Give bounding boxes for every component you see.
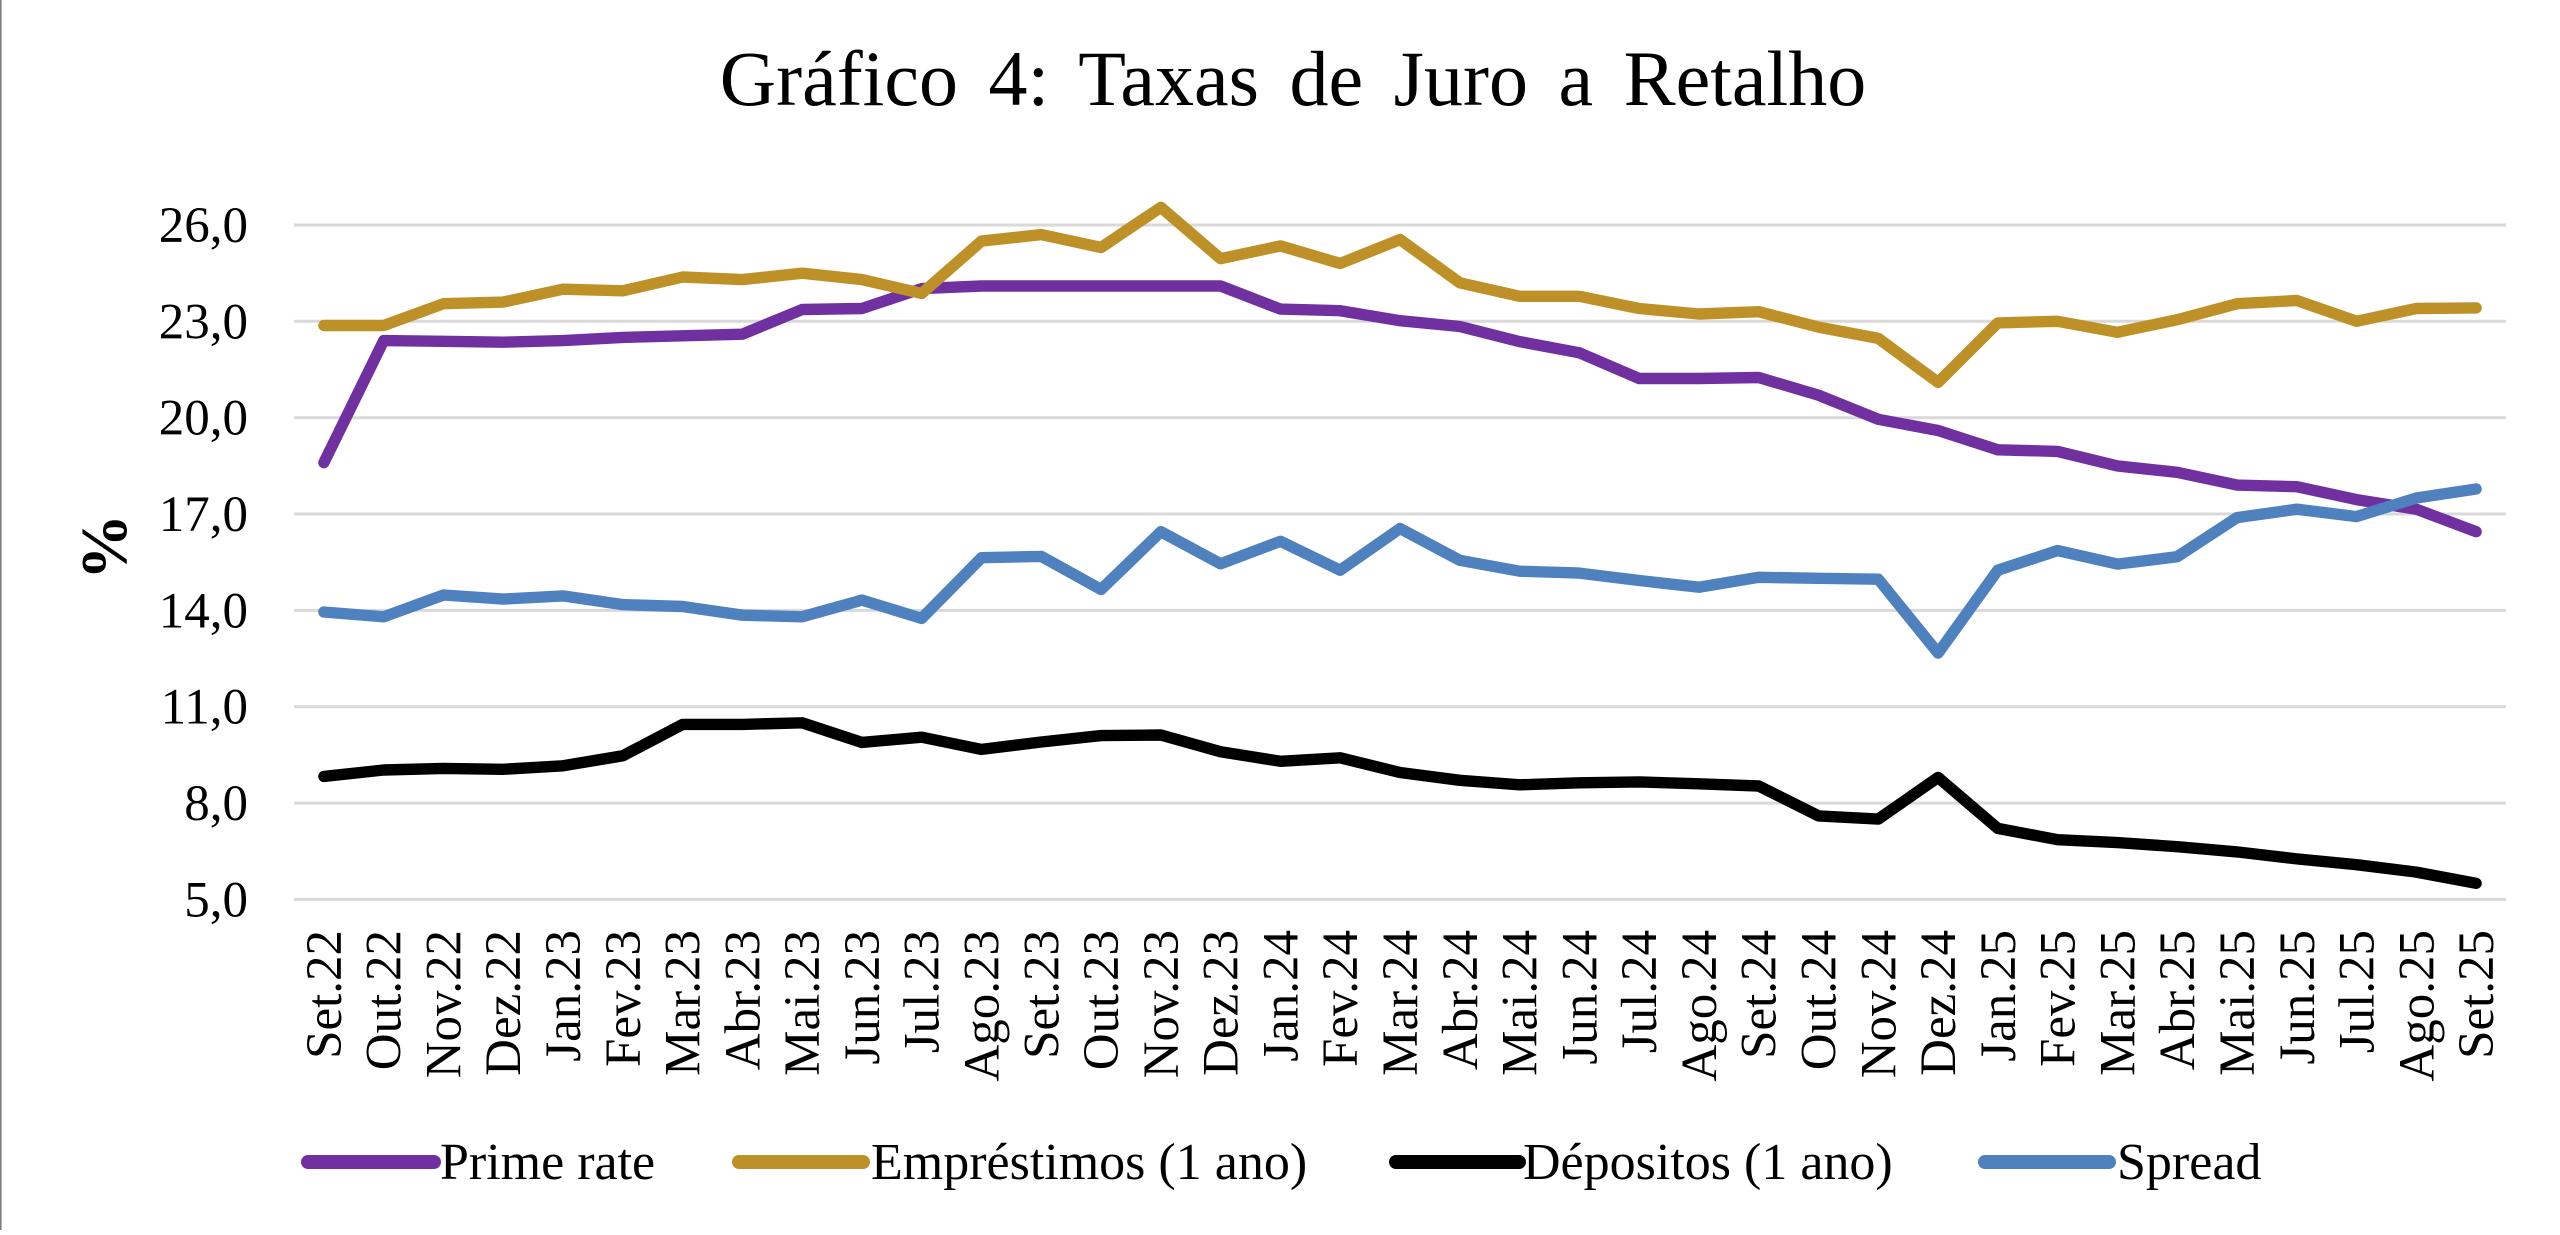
svg-text:Mai.23: Mai.23 bbox=[775, 930, 831, 1076]
svg-text:Dez.23: Dez.23 bbox=[1194, 930, 1250, 1076]
svg-text:Fev.23: Fev.23 bbox=[596, 930, 652, 1067]
svg-text:Mar.24: Mar.24 bbox=[1373, 930, 1429, 1076]
svg-text:Nov.24: Nov.24 bbox=[1851, 930, 1907, 1078]
svg-text:Out.22: Out.22 bbox=[357, 930, 413, 1070]
svg-text:Ago.23: Ago.23 bbox=[955, 930, 1011, 1082]
svg-text:Set.23: Set.23 bbox=[1014, 930, 1070, 1059]
svg-text:Empréstimos (1 ano): Empréstimos (1 ano) bbox=[871, 1134, 1307, 1191]
svg-text:Abr.24: Abr.24 bbox=[1433, 930, 1489, 1070]
svg-text:5,0: 5,0 bbox=[184, 872, 248, 928]
svg-text:Jul.24: Jul.24 bbox=[1612, 930, 1668, 1053]
svg-text:Jan.24: Jan.24 bbox=[1253, 930, 1309, 1062]
svg-text:Dez.22: Dez.22 bbox=[476, 930, 532, 1076]
svg-text:20,0: 20,0 bbox=[159, 391, 248, 447]
svg-text:8,0: 8,0 bbox=[184, 776, 248, 832]
svg-text:Dez.24: Dez.24 bbox=[1911, 930, 1967, 1076]
svg-text:Set.24: Set.24 bbox=[1732, 930, 1788, 1059]
svg-text:Mar.23: Mar.23 bbox=[656, 930, 712, 1076]
svg-text:Jun.24: Jun.24 bbox=[1552, 930, 1608, 1065]
svg-text:Abr.23: Abr.23 bbox=[715, 930, 771, 1070]
svg-text:%: % bbox=[68, 514, 141, 580]
svg-text:Gráfico 4: Taxas de Juro a Ret: Gráfico 4: Taxas de Juro a Retalho bbox=[720, 35, 1866, 122]
svg-text:Out.23: Out.23 bbox=[1074, 930, 1130, 1070]
svg-text:Fev.25: Fev.25 bbox=[2031, 930, 2087, 1067]
svg-text:Jan.23: Jan.23 bbox=[536, 930, 592, 1062]
svg-text:Spread: Spread bbox=[2117, 1134, 2261, 1191]
svg-text:Dépositos (1 ano): Dépositos (1 ano) bbox=[1523, 1134, 1893, 1191]
svg-text:11,0: 11,0 bbox=[161, 680, 248, 736]
svg-text:Mai.25: Mai.25 bbox=[2210, 930, 2266, 1076]
svg-text:Set.22: Set.22 bbox=[297, 930, 353, 1059]
svg-text:Jun.25: Jun.25 bbox=[2270, 930, 2326, 1065]
svg-text:Mar.25: Mar.25 bbox=[2090, 930, 2146, 1076]
svg-text:Set.25: Set.25 bbox=[2449, 930, 2505, 1059]
svg-text:14,0: 14,0 bbox=[159, 583, 248, 639]
svg-text:Nov.22: Nov.22 bbox=[417, 930, 473, 1078]
svg-text:23,0: 23,0 bbox=[159, 294, 248, 350]
svg-text:Abr.25: Abr.25 bbox=[2150, 930, 2206, 1070]
svg-text:26,0: 26,0 bbox=[159, 198, 248, 254]
svg-text:Fev.24: Fev.24 bbox=[1313, 930, 1369, 1067]
svg-text:Jul.23: Jul.23 bbox=[895, 930, 951, 1053]
svg-text:Jun.23: Jun.23 bbox=[835, 930, 891, 1065]
svg-text:Nov.23: Nov.23 bbox=[1134, 930, 1190, 1078]
svg-text:Ago.24: Ago.24 bbox=[1672, 930, 1728, 1082]
svg-text:Jul.25: Jul.25 bbox=[2330, 930, 2386, 1053]
svg-text:Mai.24: Mai.24 bbox=[1493, 930, 1549, 1076]
svg-text:17,0: 17,0 bbox=[159, 487, 248, 543]
svg-text:Out.24: Out.24 bbox=[1792, 930, 1848, 1070]
svg-text:Ago.25: Ago.25 bbox=[2389, 930, 2445, 1082]
svg-text:Jan.25: Jan.25 bbox=[1971, 930, 2027, 1062]
svg-text:Prime rate: Prime rate bbox=[440, 1134, 655, 1191]
